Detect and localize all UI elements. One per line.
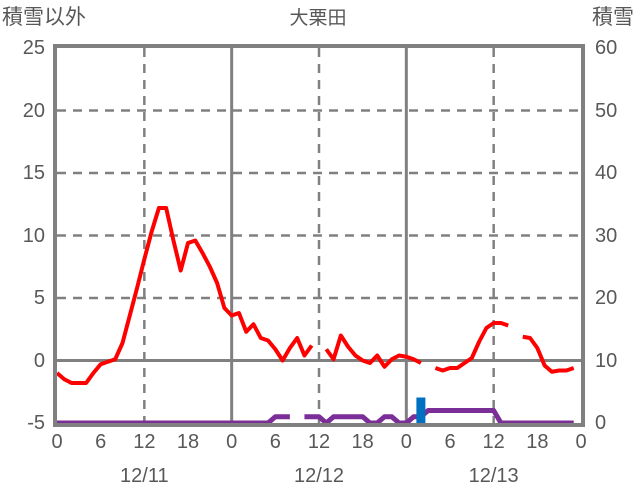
x-axis-tick-label: 18: [351, 431, 374, 453]
x-axis-day-label: 12/11: [120, 465, 169, 487]
x-axis-tick-label: 6: [95, 431, 107, 453]
x-axis-tick-label: 6: [444, 431, 456, 453]
y-axis-tick-label: 25: [22, 37, 45, 59]
y2-axis-tick-label: 30: [595, 224, 618, 247]
y2-axis-tick-label: 60: [595, 37, 618, 59]
x-axis-tick-label: 0: [400, 431, 412, 453]
y2-axis-tick-label: 0: [595, 412, 607, 434]
snow-depth-line: [57, 414, 290, 423]
y-axis-tick-label: 15: [22, 162, 45, 184]
x-axis-tick-label: 12: [307, 431, 331, 453]
snow-depth-line: [304, 408, 574, 423]
y2-axis-tick-label: 10: [595, 349, 618, 372]
left-axis-title: 積雪以外: [2, 6, 86, 29]
chart-title: 大栗田: [289, 8, 347, 29]
x-axis-day-label: 12/12: [293, 465, 345, 487]
y-axis-tick-label: 20: [22, 99, 45, 122]
y2-axis-tick-label: 50: [595, 99, 618, 122]
y2-axis-tick-label: 40: [595, 162, 618, 184]
x-axis-tick-label: 6: [269, 431, 281, 453]
temperature-line: [324, 333, 422, 369]
y2-axis-tick-label: 20: [595, 287, 618, 309]
x-axis-tick-label: 0: [226, 431, 238, 453]
x-axis-tick-label: 0: [51, 431, 63, 453]
x-axis-tick-label: 0: [575, 431, 587, 453]
temperature-line: [522, 334, 575, 374]
y-axis-tick-label: 10: [22, 224, 45, 247]
y-axis-tick-label: 5: [33, 287, 45, 309]
x-axis-day-label: 12/13: [468, 465, 519, 487]
y-axis-tick-label: 0: [33, 349, 45, 372]
right-axis-title: 積雪: [592, 6, 634, 29]
x-axis-tick-label: 18: [526, 431, 549, 453]
temperature-line: [57, 206, 314, 385]
temperature-line: [434, 321, 509, 373]
chart-canvas: [57, 48, 581, 423]
x-axis-tick-label: 12: [133, 431, 156, 453]
precipitation-bar: [416, 397, 426, 423]
plot-area: [53, 44, 585, 427]
y-axis-tick-label: -5: [27, 412, 45, 434]
plot-inner: [57, 48, 581, 423]
x-axis-tick-label: 18: [176, 431, 200, 453]
x-axis-tick-label: 12: [482, 431, 505, 453]
